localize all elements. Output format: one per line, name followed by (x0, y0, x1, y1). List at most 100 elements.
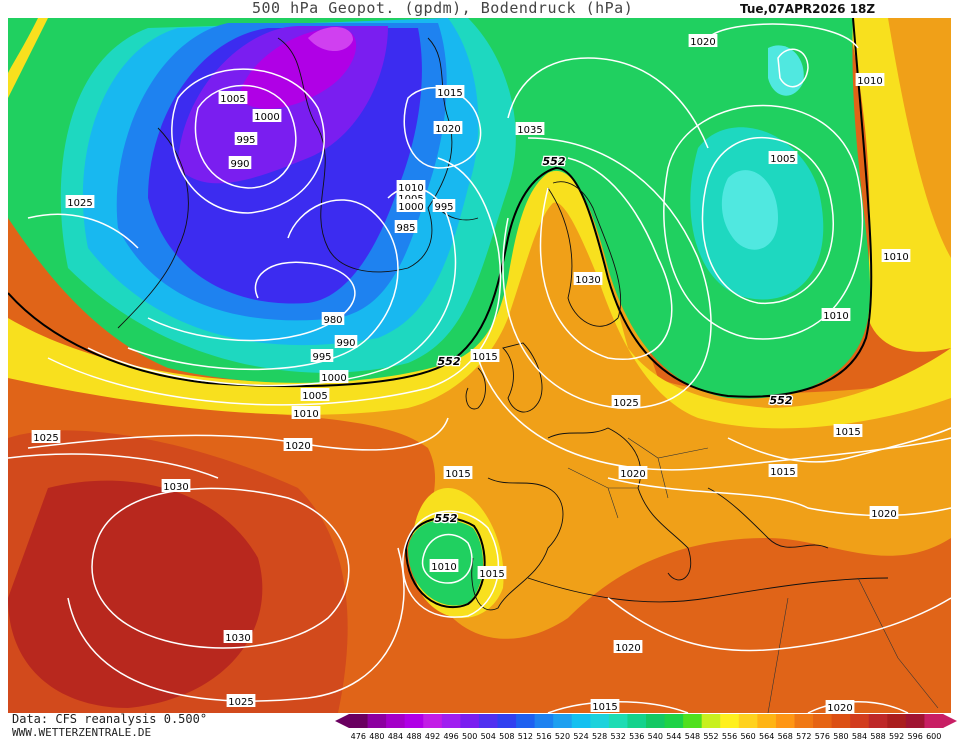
legend-swatch (646, 714, 666, 728)
legend-tick: 536 (629, 732, 644, 741)
isobar-1025-west (27, 213, 139, 249)
isobar-1025-scand (502, 137, 712, 409)
legend-swatch (404, 714, 424, 728)
isobar-label: 985 (394, 220, 418, 234)
website: WWW.WETTERZENTRALE.DE (12, 726, 152, 739)
borders (567, 437, 939, 713)
isobar-label: 1025 (611, 395, 641, 409)
legend-tick: 600 (926, 732, 941, 741)
legend-swatch (367, 714, 387, 728)
isobar-label: 1010 (396, 180, 426, 194)
isobar-label: 1000 (396, 199, 426, 213)
isobar-label: 1025 (31, 430, 61, 444)
legend-tick: 564 (759, 732, 774, 741)
legend-swatch (516, 714, 536, 728)
legend-tick: 520 (555, 732, 570, 741)
isobar-1025-high (67, 547, 405, 702)
isobar-label-text: 1020 (435, 124, 460, 135)
legend-swatch (720, 714, 740, 728)
legend-swatch (349, 714, 369, 728)
isobar-1010-east (663, 104, 864, 340)
legend-swatch (553, 714, 573, 728)
isobar-1025-atl (8, 453, 219, 479)
isobar-label-text: 1025 (33, 433, 58, 444)
isobar-label-text: 1010 (883, 252, 908, 263)
isobar-1005-east (701, 136, 834, 304)
isobar-label: 995 (234, 132, 258, 146)
isobar-label: 1005 (218, 91, 248, 105)
isobar-label-text: 1015 (472, 352, 497, 363)
isobar-label-text: 995 (236, 135, 255, 146)
green-corner-nw (8, 18, 38, 73)
weather-map: 1005 1000 995 990 1025 1015 1020 1035 1010 1005 10… (8, 18, 951, 713)
legend-tick: 500 (462, 732, 477, 741)
africa-borders (767, 577, 939, 713)
contour-552-label: 552 (435, 512, 458, 525)
legend-tick: 508 (499, 732, 514, 741)
legend-swatch (608, 714, 628, 728)
isobar-label-text: 1020 (620, 469, 645, 480)
legend-swatch (627, 714, 647, 728)
legend-swatch (868, 714, 888, 728)
isobar-label-text: 1005 (220, 94, 245, 105)
legend-tick: 572 (796, 732, 811, 741)
legend-swatch (478, 714, 498, 728)
isobar-label: 1000 (319, 370, 349, 384)
isobar-label-text: 1005 (770, 154, 795, 165)
isobar-990-center (194, 84, 297, 189)
legend-tick: 584 (852, 732, 867, 741)
isobar-label: 980 (321, 312, 345, 326)
legend-swatch (590, 714, 610, 728)
isobar-1020-se (807, 701, 909, 713)
legend-swatch (441, 714, 461, 728)
legend-swatch (794, 714, 814, 728)
legend-tick: 552 (703, 732, 718, 741)
isobar-label: 1010 (429, 559, 459, 573)
contour-552-label: 552 (543, 155, 566, 168)
isobar-1020-south (607, 477, 951, 517)
legend-swatch (497, 714, 517, 728)
isobar-995-center (171, 68, 325, 214)
isobar-1010-iberia (421, 533, 473, 584)
isobar-label: 1015 (833, 424, 863, 438)
legend-arrow-left (335, 714, 349, 728)
legend-swatch (924, 714, 944, 728)
isobar-1015-north (707, 23, 859, 49)
isobar-label: 1005 (300, 388, 330, 402)
valid-time: Tue,07APR2026 18Z (740, 2, 876, 16)
legend-swatch (423, 714, 443, 728)
isobar-label: 1005 (768, 151, 798, 165)
isobar-1020-eur (477, 357, 951, 471)
scandinavia-coast (547, 181, 622, 327)
yellow-band (8, 167, 951, 429)
isobar-label: 1010 (881, 249, 911, 263)
isobar-label-text: 1030 (225, 633, 250, 644)
isobar-label: 1020 (618, 466, 648, 480)
isobar-label: 1015 (435, 85, 465, 99)
isobar-label: 995 (432, 199, 456, 213)
legend-swatch (534, 714, 554, 728)
legend-tick: 556 (722, 732, 737, 741)
teal-north-core (768, 45, 804, 96)
country-borders (567, 437, 709, 519)
isobar-label: 1030 (161, 479, 191, 493)
isobar-label-text: 1030 (575, 275, 600, 286)
isobar-label-text: 1010 (431, 562, 456, 573)
legend-swatch (683, 714, 703, 728)
data-source: Data: CFS reanalysis 0.500° (12, 712, 208, 726)
legend-tick: 544 (666, 732, 681, 741)
legend-swatch (386, 714, 406, 728)
isobar-label: 1020 (613, 640, 643, 654)
isobar-label: 1025 (226, 694, 256, 708)
isobar-label: 1030 (573, 272, 603, 286)
legend-swatch (571, 714, 591, 728)
britain-coast (502, 342, 543, 413)
legend-tick: 540 (648, 732, 663, 741)
isobar-label: 995 (310, 349, 334, 363)
isobar-label-text: 980 (323, 315, 342, 326)
isobar-label-text: 1015 (770, 467, 795, 478)
map-title: 500 hPa Geopot. (gpdm), Bodendruck (hPa) (252, 0, 634, 17)
isobar-label: 1020 (283, 438, 313, 452)
isobar-label: 1015 (768, 464, 798, 478)
isobar-label: 1020 (688, 34, 718, 48)
